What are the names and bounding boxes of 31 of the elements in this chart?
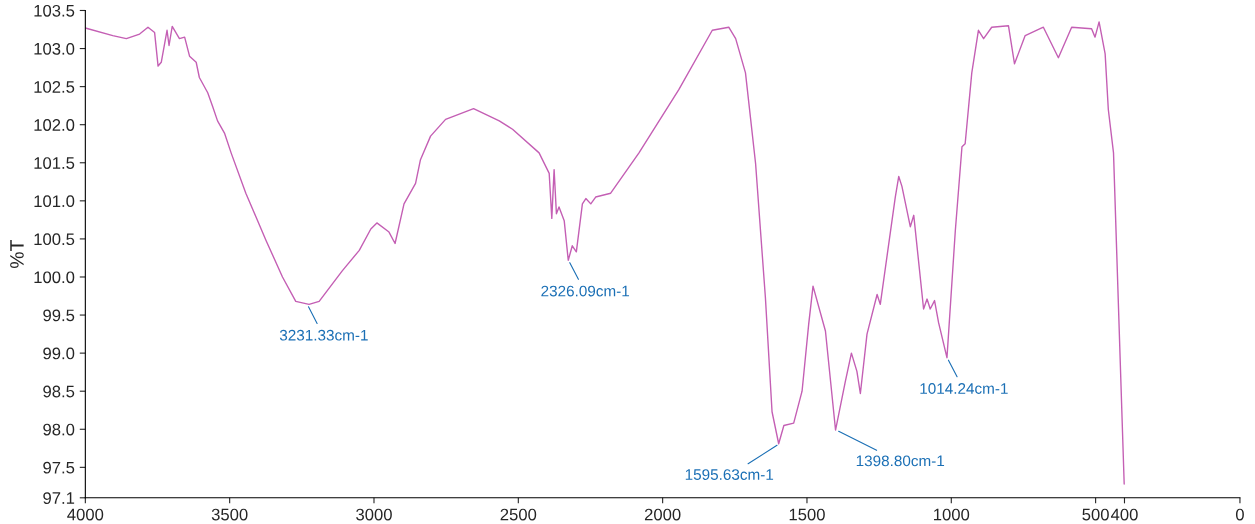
y-tick-label: 99.5 — [43, 309, 75, 322]
y-tick-label: 98.5 — [43, 385, 75, 398]
y-tick-label: 99.0 — [43, 347, 75, 360]
x-tick-label: 1000 — [934, 508, 970, 521]
y-tick-label: 102.0 — [34, 119, 75, 131]
x-tick-label: 3500 — [211, 508, 248, 521]
x-tick-label: 2500 — [500, 508, 537, 521]
y-tick-label: 101.5 — [34, 157, 75, 169]
x-tick-label: 3000 — [356, 508, 392, 521]
y-tick-label: 100.0 — [34, 271, 75, 284]
y-tick-label: 97.1 — [43, 492, 75, 504]
y-tick-label: 97.5 — [43, 461, 75, 474]
x-tick-label: 1500 — [789, 508, 825, 521]
annotation: 2326.09cm-1 — [541, 285, 630, 297]
line-series — [85, 21, 1125, 485]
annotation: 1595.63cm-1 — [685, 469, 774, 480]
y-axis-title: %T — [10, 240, 24, 269]
annotation: 1014.24cm-1 — [920, 383, 1008, 394]
y-tick-label: 102.5 — [34, 81, 75, 93]
x-tick-label: 2000 — [644, 508, 681, 521]
y-tick-label: 103.0 — [34, 42, 75, 55]
x-tick-label: 500 — [1082, 508, 1109, 521]
x-tick-label: 4000 — [67, 508, 104, 521]
x-tick-label: 0 — [1235, 508, 1244, 521]
y-tick-label: 100.5 — [34, 233, 75, 246]
annotation: 1398.80cm-1 — [856, 455, 945, 467]
y-tick-label: 101.0 — [34, 195, 75, 208]
y-tick-label: 98.0 — [43, 423, 75, 436]
x-tick-label: 400 — [1110, 508, 1138, 521]
y-tick-label: 103.5 — [34, 4, 75, 17]
annotation: 3231.33cm-1 — [279, 329, 368, 341]
